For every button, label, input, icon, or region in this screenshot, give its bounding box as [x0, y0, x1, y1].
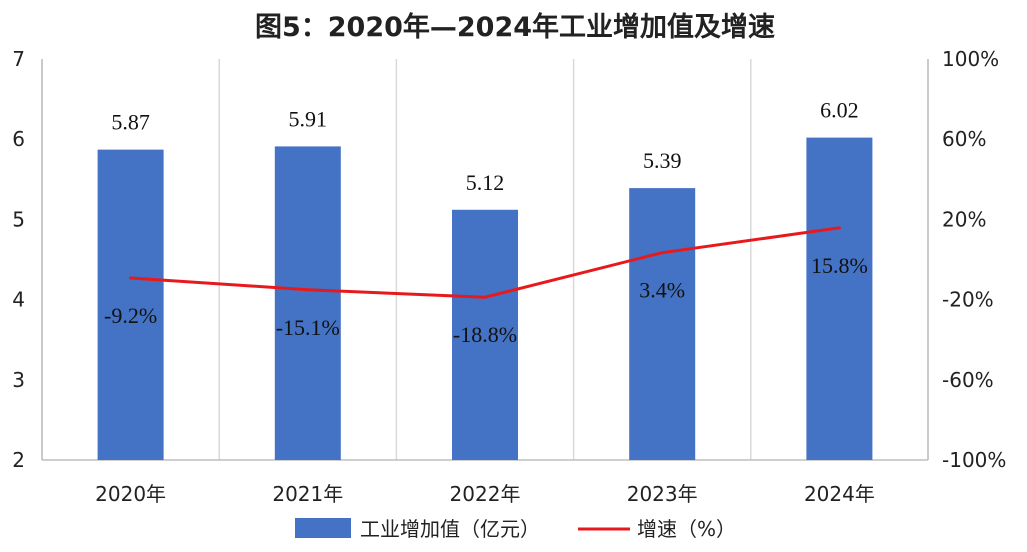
category-label: 2023年	[627, 482, 698, 506]
left-tick-label: 6	[12, 127, 25, 151]
line-data-label: -9.2%	[104, 303, 157, 328]
bar	[97, 149, 164, 460]
category-label: 2021年	[272, 482, 343, 506]
growth-point	[837, 226, 841, 230]
left-tick-label: 3	[12, 368, 25, 392]
line-data-label: 15.8%	[811, 253, 868, 278]
right-tick-label: 20%	[942, 207, 986, 231]
left-tick-label: 5	[12, 207, 25, 231]
bar	[274, 146, 341, 460]
right-tick-label: 100%	[942, 47, 999, 71]
legend-label-bar: 工业增加值（亿元）	[360, 517, 540, 541]
bar-data-label: 5.91	[289, 106, 328, 131]
bar-data-label: 5.39	[643, 148, 682, 173]
data-labels: 5.87 5.91 5.12 5.39 6.02 -9.2% -15.1% -18.8% 3.4…	[104, 98, 868, 348]
growth-line	[129, 226, 841, 299]
bar	[629, 188, 696, 460]
growth-point	[306, 288, 310, 292]
right-tick-label: -60%	[942, 368, 994, 392]
right-tick-label: 60%	[942, 127, 986, 151]
growth-point	[483, 295, 487, 299]
bar	[452, 209, 518, 460]
legend-swatch-bar	[295, 518, 351, 538]
category-label: 2024年	[804, 482, 875, 506]
bars	[97, 137, 873, 460]
chart-title: 图5：2020年—2024年工业增加值及增速	[255, 11, 775, 43]
growth-point	[660, 251, 664, 255]
bar	[806, 137, 873, 460]
legend-label-line: 增速（%）	[637, 517, 736, 541]
left-tick-label: 4	[12, 288, 25, 312]
bar-data-label: 5.87	[111, 110, 150, 135]
bar-data-label: 6.02	[820, 98, 859, 123]
left-tick-label: 7	[12, 47, 25, 71]
growth-point	[129, 276, 133, 280]
axis-ticks: 2 3 4 5 6 7 -100% -60% -20% 20% 60% 100% 2020年 2021年 2…	[12, 47, 1006, 506]
bar-data-label: 5.12	[466, 170, 505, 195]
line-data-label: 3.4%	[639, 278, 685, 303]
line-data-label: -18.8%	[453, 322, 517, 347]
category-label: 2022年	[450, 482, 521, 506]
line-data-label: -15.1%	[276, 315, 340, 340]
category-label: 2020年	[95, 482, 166, 506]
legend: 工业增加值（亿元） 增速（%）	[295, 517, 736, 541]
right-tick-label: -100%	[942, 448, 1006, 472]
right-tick-label: -20%	[942, 288, 994, 312]
left-tick-label: 2	[12, 448, 25, 472]
